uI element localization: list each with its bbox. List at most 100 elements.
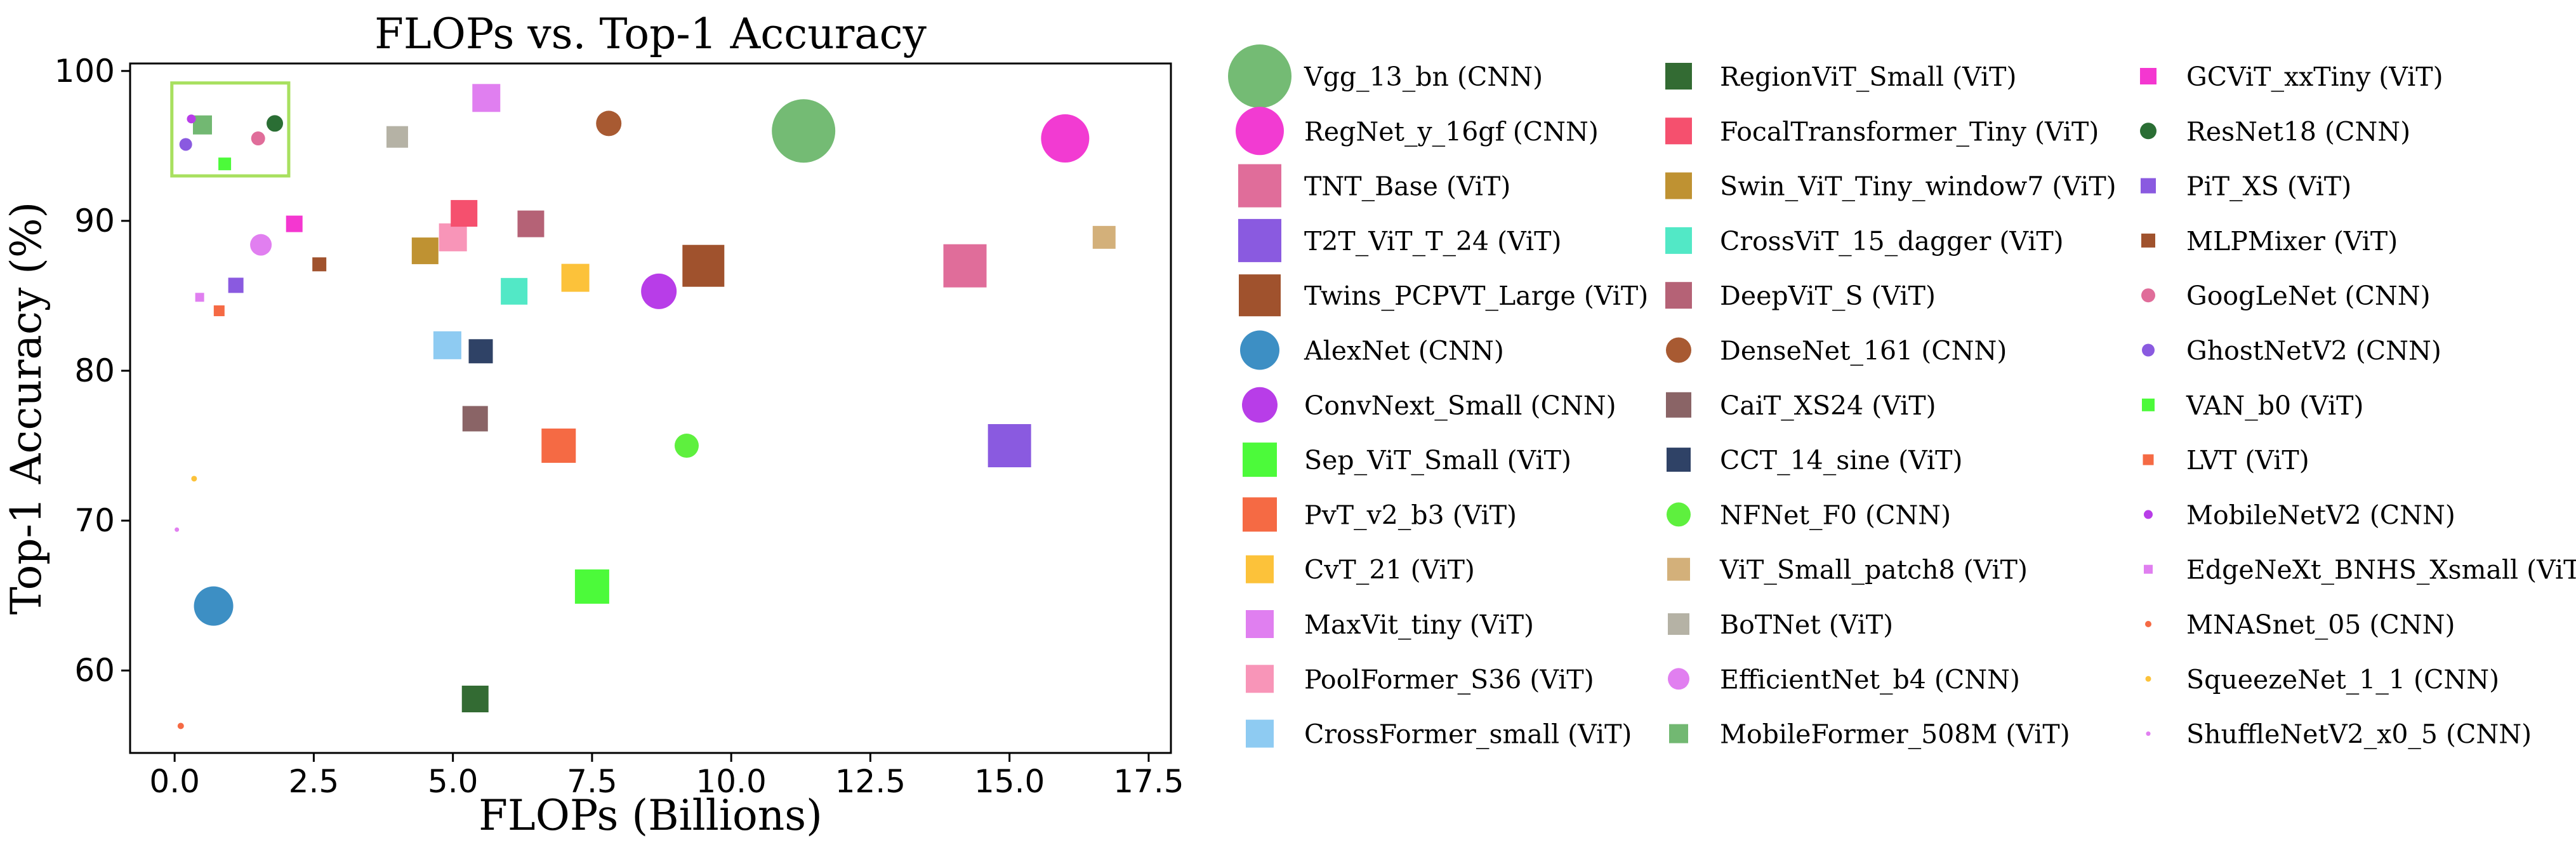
legend-label: FocalTransformer_Tiny (ViT) — [1720, 116, 2099, 147]
legend-marker-mobilenetv2-cnn — [2144, 510, 2153, 519]
legend-marker-convnext-small-cnn — [1242, 387, 1278, 423]
legend-label: RegionViT_Small (ViT) — [1720, 62, 2016, 92]
point-pvt-v2-b3-vit — [541, 429, 576, 463]
point-poolformer-s36-vit — [439, 223, 467, 251]
y-tick-label: 100 — [55, 53, 115, 90]
legend-marker-edgenext-bnhs-xsmall-vit — [2144, 564, 2153, 574]
point-alexnet-cnn — [194, 586, 234, 626]
legend-marker-pvt-v2-b3-vit — [1243, 497, 1277, 532]
point-deepvit-s-vit — [517, 210, 545, 237]
legend-label: AlexNet (CNN) — [1304, 336, 1504, 366]
legend-label: LVT (ViT) — [2186, 445, 2309, 476]
y-axis-label: Top-1 Accuracy (%) — [2, 202, 51, 615]
point-crossvit-15-dagger-vit — [501, 277, 528, 305]
legend-marker-mlpmixer-vit — [2141, 233, 2155, 248]
point-pit-xs-vit — [228, 277, 244, 293]
point-t2t-vit-t-24-vit — [987, 424, 1031, 468]
legend-marker-maxvit-tiny-vit — [1246, 610, 1274, 638]
data-points — [175, 84, 1116, 729]
legend-label: MLPMixer (ViT) — [2186, 226, 2398, 256]
x-tick-label: 15.0 — [974, 763, 1045, 800]
point-cait-xs24-vit — [462, 406, 488, 432]
axis-ticks: 0.0 2.5 5.0 7.5 10.0 12.5 15.0 17.5 60 70 80 90 100 — [55, 53, 1184, 800]
legend-label: ShuffleNetV2_x0_5 (CNN) — [2186, 719, 2532, 750]
legend-marker-swin-vit-tiny-window7-vit — [1665, 172, 1692, 199]
legend-label: Sep_ViT_Small (ViT) — [1304, 445, 1571, 476]
x-tick-label: 12.5 — [835, 763, 906, 800]
legend-label: MobileNetV2 (CNN) — [2186, 500, 2455, 530]
legend-marker-pit-xs-vit — [2141, 178, 2156, 194]
point-vgg-13-bn-cnn — [772, 99, 836, 163]
legend-label: ResNet18 (CNN) — [2186, 116, 2410, 147]
legend-marker-cait-xs24-vit — [1666, 392, 1691, 418]
point-vit-small-patch8-vit — [1092, 225, 1116, 249]
legend: Vgg_13_bn (CNN) RegNet_y_16gf (CNN) TNT_Ba… — [1228, 44, 2576, 750]
legend-label: CCT_14_sine (ViT) — [1720, 445, 1962, 476]
legend-label: NFNet_F0 (CNN) — [1720, 500, 1951, 530]
point-densenet-161-cnn — [596, 110, 622, 136]
x-tick-label: 17.5 — [1113, 763, 1184, 800]
legend-label: CvT_21 (ViT) — [1304, 555, 1475, 585]
point-van-b0-vit — [218, 157, 232, 171]
legend-marker-vit-small-patch8-vit — [1667, 557, 1690, 581]
x-tick-label: 0.0 — [149, 763, 200, 800]
legend-label: T2T_ViT_T_24 (ViT) — [1304, 226, 1562, 256]
point-convnext-small-cnn — [641, 273, 677, 309]
chart-title: FLOPs vs. Top-1 Accuracy — [374, 10, 927, 58]
legend-marker-regionvit-small-vit — [1665, 63, 1692, 90]
legend-marker-shufflenetv2-x0-5-cnn — [2146, 731, 2151, 736]
point-cct-14-sine-vit — [468, 339, 493, 364]
point-regionvit-small-vit — [461, 686, 489, 713]
legend-marker-lvt-vit — [2143, 454, 2154, 465]
point-gcvit-xxtiny-vit — [286, 215, 303, 232]
legend-marker-densenet-161-cnn — [1666, 337, 1691, 363]
legend-label: MaxVit_tiny (ViT) — [1304, 609, 1534, 640]
point-sep-vit-small-vit — [574, 569, 609, 604]
legend-label: BoTNet (ViT) — [1720, 609, 1893, 640]
x-tick-label: 7.5 — [567, 763, 618, 800]
legend-label: RegNet_y_16gf (CNN) — [1304, 116, 1599, 147]
legend-marker-t2t-vit-t-24-vit — [1238, 218, 1281, 262]
legend-label: SqueezeNet_1_1 (CNN) — [2186, 664, 2499, 695]
legend-marker-sep-vit-small-vit — [1243, 442, 1277, 477]
x-tick-label: 10.0 — [696, 763, 767, 800]
legend-label: CaiT_XS24 (ViT) — [1720, 390, 1936, 421]
legend-label: GCViT_xxTiny (ViT) — [2186, 62, 2443, 92]
legend-label: CrossFormer_small (ViT) — [1304, 719, 1632, 750]
legend-marker-regnet-y-16gf-cnn — [1236, 107, 1284, 156]
y-tick-label: 90 — [74, 203, 115, 239]
point-maxvit-tiny-vit — [472, 84, 501, 112]
point-lvt-vit — [213, 305, 225, 317]
legend-marker-vgg-13-bn-cnn — [1228, 44, 1291, 108]
legend-marker-deepvit-s-vit — [1665, 282, 1692, 309]
legend-label: VAN_b0 (ViT) — [2186, 390, 2364, 421]
point-twins-pcpvt-large-vit — [682, 244, 725, 287]
highlight-box — [170, 81, 291, 178]
legend-marker-alexnet-cnn — [1240, 330, 1279, 370]
point-tnt-base-vit — [943, 244, 987, 288]
legend-label: Vgg_13_bn (CNN) — [1304, 62, 1543, 92]
legend-marker-cct-14-sine-vit — [1667, 448, 1691, 472]
legend-marker-nfnet-f0-cnn — [1667, 502, 1691, 527]
y-tick-label: 60 — [74, 652, 115, 689]
legend-label: ViT_Small_patch8 (ViT) — [1719, 555, 2028, 585]
legend-marker-squeezenet-1-1-cnn — [2145, 675, 2151, 682]
legend-marker-crossvit-15-dagger-vit — [1665, 227, 1692, 254]
y-tick-label: 80 — [74, 352, 115, 389]
legend-marker-van-b0-vit — [2142, 398, 2155, 411]
point-crossformer-small-vit — [433, 331, 461, 359]
legend-label: Swin_ViT_Tiny_window7 (ViT) — [1720, 171, 2117, 202]
legend-marker-mnasnet-05-cnn — [2145, 621, 2151, 627]
legend-label: PvT_v2_b3 (ViT) — [1304, 500, 1517, 530]
legend-label: PoolFormer_S36 (ViT) — [1304, 664, 1594, 695]
legend-label: ConvNext_Small (CNN) — [1304, 390, 1616, 421]
point-shufflenetv2-x0-5-cnn — [175, 527, 180, 532]
legend-marker-gcvit-xxtiny-vit — [2140, 68, 2157, 84]
legend-label: PiT_XS (ViT) — [2186, 171, 2351, 202]
legend-marker-crossformer-small-vit — [1246, 719, 1274, 748]
point-ghostnetv2-cnn — [179, 138, 192, 151]
point-botnet-vit — [386, 126, 408, 148]
point-nfnet-f0-cnn — [675, 434, 699, 458]
legend-label: Twins_PCPVT_Large (ViT) — [1304, 281, 1648, 311]
legend-marker-resnet18-cnn — [2140, 123, 2157, 140]
